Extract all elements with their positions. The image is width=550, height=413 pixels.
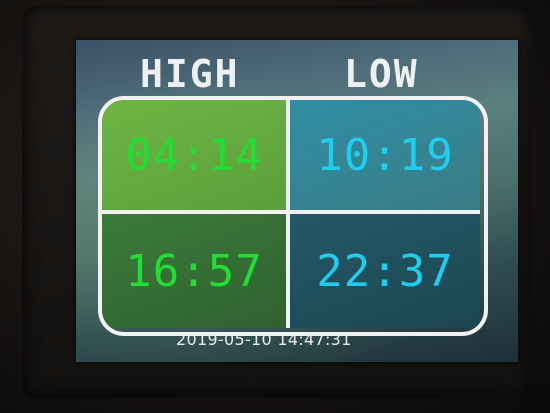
column-divider: [286, 100, 290, 328]
low-time-2: 22:37: [290, 214, 480, 328]
high-column-heading: HIGH: [140, 52, 240, 96]
row-divider-right: [290, 210, 480, 214]
high-time-1: 04:14: [102, 100, 286, 210]
low-time-1: 10:19: [290, 100, 480, 210]
row-divider-left: [102, 210, 286, 214]
high-time-2: 16:57: [102, 214, 286, 328]
times-table: 04:14 10:19 16:57 22:37: [98, 96, 488, 336]
current-timestamp: 2019-05-10 14:47:31: [176, 330, 352, 349]
lcd-screen: HIGH LOW 04:14 10:19 16:57 22:37 2019-05…: [76, 40, 518, 362]
row-divider-center: [286, 210, 290, 214]
low-column-heading: LOW: [344, 52, 419, 96]
